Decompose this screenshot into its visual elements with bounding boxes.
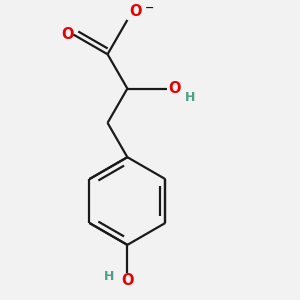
Text: O: O xyxy=(129,4,141,19)
Text: O: O xyxy=(168,81,181,96)
Text: O: O xyxy=(121,273,134,288)
Text: H: H xyxy=(104,270,115,283)
Text: −: − xyxy=(145,3,154,13)
Text: O: O xyxy=(61,27,73,42)
Text: H: H xyxy=(184,91,195,104)
